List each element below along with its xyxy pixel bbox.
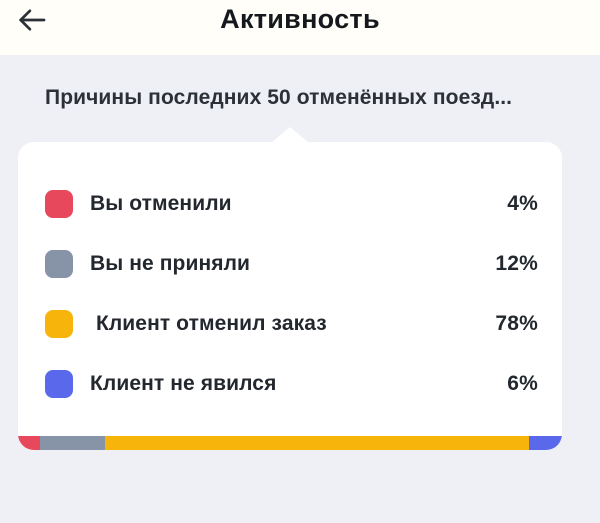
legend-label: Клиент не явился [90,372,277,395]
legend-value: 78% [495,312,538,335]
legend-row-client-cancelled: Клиент отменил заказ 78% [45,294,538,354]
stacked-percentage-bar [18,436,562,450]
arrow-left-icon [15,3,49,37]
legend-value: 6% [507,372,538,395]
legend-list: Вы отменили 4% Вы не приняли 12% Клиент … [18,142,562,414]
legend-value: 12% [495,252,538,275]
tooltip-arrow-up [272,127,308,142]
gray-swatch-icon [45,250,73,278]
legend-label: Вы отменили [90,192,232,215]
blue-swatch-icon [45,370,73,398]
bar-segment-client-cancelled [105,436,530,450]
legend-label: Вы не приняли [90,252,251,275]
chart-subtitle: Причины последних 50 отменённых поезд... [45,86,513,109]
bar-segment-you-cancelled [18,436,40,450]
back-button[interactable] [12,0,52,40]
legend-row-client-no-show: Клиент не явился 6% [45,354,538,414]
cancellation-reasons-card: Вы отменили 4% Вы не приняли 12% Клиент … [18,142,562,450]
legend-label: Клиент отменил заказ [90,312,327,335]
bar-segment-you-declined [39,436,106,450]
legend-row-you-cancelled: Вы отменили 4% [45,174,538,234]
bar-segment-client-no-show [529,436,562,450]
legend-value: 4% [507,192,538,215]
legend-row-you-declined: Вы не приняли 12% [45,234,538,294]
page-title: Активность [220,4,380,34]
yellow-swatch-icon [45,310,73,338]
header: Активность [0,0,600,55]
stats-card-wrapper: Вы отменили 4% Вы не приняли 12% Клиент … [18,127,562,450]
red-swatch-icon [45,190,73,218]
